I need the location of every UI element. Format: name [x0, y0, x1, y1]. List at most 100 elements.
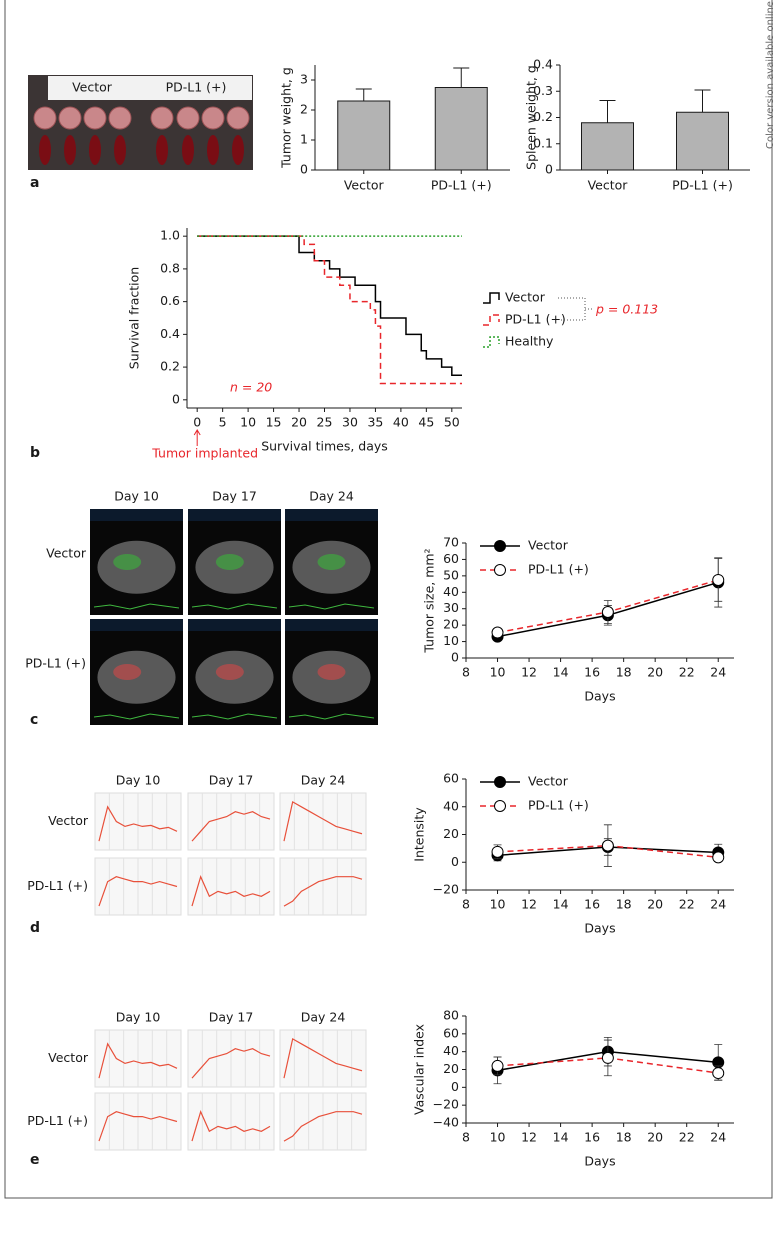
- y-tick-label: 60: [443, 551, 459, 566]
- data-point: [712, 573, 725, 586]
- column-label: Day 17: [212, 489, 257, 504]
- x-axis-label: Survival times, days: [261, 439, 388, 454]
- y-tick-label: 0.2: [533, 109, 553, 124]
- y-tick-label: 40: [443, 584, 459, 599]
- x-axis-label: Days: [584, 921, 615, 936]
- error-bar: [599, 99, 616, 123]
- data-point: [601, 1051, 614, 1064]
- y-axis-label: Tumor weight, g: [279, 67, 294, 169]
- y-tick-label: 0.8: [160, 260, 180, 275]
- ultrasound-signal: [215, 664, 244, 680]
- p-value: p = 0.113: [595, 302, 658, 317]
- data-point: [491, 626, 504, 639]
- x-axis-label: Days: [584, 1154, 615, 1169]
- x-tick-label: 10: [240, 415, 256, 430]
- bar: [581, 122, 634, 171]
- y-tick-label: −20: [433, 1097, 459, 1112]
- bar: [676, 111, 729, 171]
- curve-trace: [191, 1048, 271, 1079]
- legend-line: [483, 314, 500, 326]
- legend-label: PD-L1 (+): [528, 798, 589, 813]
- y-tick-label: −20: [433, 882, 459, 897]
- ultrasound-header: [188, 619, 281, 631]
- tumor-photo: [83, 106, 107, 130]
- x-tick-label: PD-L1 (+): [431, 178, 492, 193]
- x-tick-label: 16: [584, 1130, 600, 1145]
- legend-label: PD-L1 (+): [505, 312, 566, 327]
- spleen-photo: [64, 135, 76, 165]
- error-bar: [694, 89, 711, 113]
- error-bar: [453, 67, 470, 88]
- ultrasound-signal: [113, 554, 142, 570]
- ultrasound-trace: [288, 603, 375, 610]
- tumor-photo: [201, 106, 225, 130]
- y-axis-label: Spleen weight, g: [524, 65, 539, 170]
- x-tick-label: 18: [616, 665, 632, 680]
- y-tick-label: 60: [443, 771, 459, 786]
- y-axis-label: Tumor size, mm²: [422, 548, 437, 653]
- y-tick-label: 0.6: [160, 293, 180, 308]
- row-label: PD-L1 (+): [27, 1113, 88, 1128]
- y-axis-label: Survival fraction: [127, 267, 142, 369]
- x-tick-label: 30: [342, 415, 358, 430]
- panel-letter: d: [30, 920, 40, 936]
- legend-marker: [494, 564, 506, 576]
- curve-trace: [283, 876, 363, 907]
- y-tick-label: 1: [300, 132, 308, 147]
- data-point: [491, 845, 504, 858]
- ultrasound-signal: [215, 554, 244, 570]
- x-tick-label: 24: [710, 1130, 726, 1145]
- legend-line: [483, 292, 500, 304]
- column-label: Day 24: [309, 489, 354, 504]
- panel-letter: b: [30, 445, 40, 461]
- x-tick-label: 8: [462, 665, 470, 680]
- data-point: [601, 839, 614, 852]
- column-label: Day 10: [114, 489, 159, 504]
- spleen-photo: [232, 135, 244, 165]
- photo-label: Vector: [72, 80, 113, 95]
- x-tick-label: 35: [367, 415, 383, 430]
- curve-trace: [283, 800, 363, 842]
- y-tick-label: 40: [443, 798, 459, 813]
- y-tick-label: 10: [443, 633, 459, 648]
- x-tick-label: 20: [291, 415, 307, 430]
- x-tick-label: 10: [490, 1130, 506, 1145]
- ultrasound-trace: [191, 603, 278, 610]
- error-bar: [355, 88, 372, 101]
- spleen-photo: [207, 135, 219, 165]
- x-tick-label: 8: [462, 897, 470, 912]
- photo-label-strip: [48, 76, 252, 100]
- y-axis-label: Vascular index: [412, 1024, 427, 1115]
- side-note: Color version available online: [765, 1, 776, 149]
- curve-trace: [191, 874, 271, 907]
- x-tick-label: 22: [679, 897, 695, 912]
- tumor-photo: [33, 106, 57, 130]
- x-tick-label: 20: [647, 897, 663, 912]
- y-tick-label: 0: [300, 162, 308, 177]
- y-tick-label: 20: [443, 617, 459, 632]
- curve-trace: [191, 1109, 271, 1142]
- tumor-photo: [176, 106, 200, 130]
- series-line: [197, 235, 462, 385]
- bar: [337, 100, 391, 171]
- bar: [434, 87, 488, 171]
- y-axis-label: Intensity: [412, 807, 427, 862]
- n-label: n = 20: [230, 380, 272, 395]
- event-arrow: [193, 429, 201, 446]
- x-tick-label: 50: [444, 415, 460, 430]
- legend-marker: [494, 800, 506, 812]
- y-tick-label: 0: [172, 391, 180, 406]
- column-label: Day 17: [209, 773, 254, 788]
- curve-trace: [98, 876, 178, 907]
- y-tick-label: 0: [451, 1079, 459, 1094]
- panel-letter: e: [30, 1152, 40, 1168]
- x-tick-label: 14: [553, 665, 569, 680]
- ultrasound-trace: [288, 713, 375, 720]
- legend-marker: [494, 540, 506, 552]
- column-label: Day 10: [116, 773, 161, 788]
- y-tick-label: 0.4: [160, 326, 180, 341]
- legend-line: [483, 336, 500, 348]
- data-point: [712, 851, 725, 864]
- data-point: [601, 606, 614, 618]
